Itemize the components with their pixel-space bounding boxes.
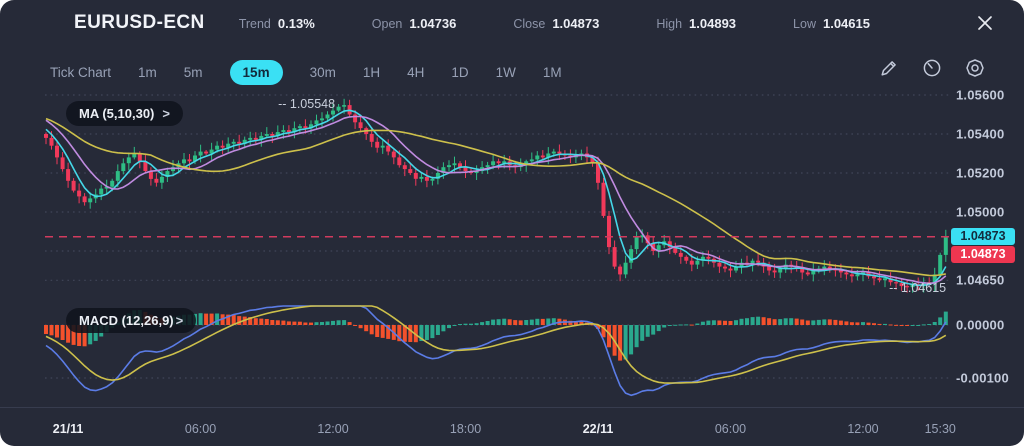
price-axis-label: 1.05600	[956, 87, 1005, 103]
chart-header: EURUSD-ECN Trend 0.13% Open 1.04736 Close 1.0…	[0, 0, 1024, 46]
ohlc-stats: Trend 0.13% Open 1.04736 Close 1.04873 High 1.0…	[239, 16, 927, 31]
stat-close: Close 1.04873	[513, 16, 599, 31]
stat-high: High 1.04893	[656, 16, 736, 31]
price-axis-label: 1.05200	[956, 165, 1005, 181]
time-axis-label: 21/11	[52, 422, 84, 436]
macd-indicator-label: MACD (12,26,9)	[79, 313, 174, 328]
timeframe-5m[interactable]: 5m	[183, 64, 203, 80]
time-axis-label: 22/11	[582, 422, 614, 436]
time-axis-label: 06:00	[714, 422, 747, 436]
timeframe-1m[interactable]: 1m	[138, 64, 157, 80]
time-axis-label: 18:00	[449, 422, 482, 436]
close-icon[interactable]	[974, 12, 996, 34]
time-axis-label: 12:00	[847, 422, 879, 436]
timeframe-4h[interactable]: 4H	[407, 64, 425, 80]
stat-label: Trend	[238, 16, 271, 31]
macd-lines-group	[45, 305, 947, 397]
draw-pencil-icon[interactable]	[878, 57, 900, 79]
chevron-right-icon: >	[175, 313, 184, 328]
macd-axis-label: 0.00000	[956, 317, 1005, 333]
timeframe-1d[interactable]: 1D	[451, 64, 469, 80]
macd-axis-label: -0.00100	[956, 370, 1009, 386]
time-axis-label: 12:00	[317, 422, 349, 436]
low-price-annotation: -- 1.04615	[889, 281, 947, 296]
price-axis-label: 1.05000	[956, 204, 1005, 220]
settings-gear-icon[interactable]	[964, 57, 986, 79]
time-axis-label: 15:30	[924, 422, 956, 436]
timeframe-30m[interactable]: 30m	[309, 64, 336, 80]
ask-price-badge: 1.04873	[951, 228, 1015, 246]
chevron-right-icon: >	[162, 106, 170, 121]
timeframe-1m[interactable]: 1M	[542, 64, 562, 80]
symbol-title: EURUSD-ECN	[74, 12, 205, 33]
stat-label: High	[656, 16, 683, 31]
high-price-annotation: -- 1.05548	[278, 97, 336, 112]
stat-open: Open 1.04736	[372, 16, 457, 31]
timeframe-1w[interactable]: 1W	[495, 64, 516, 80]
time-axis-label: 06:00	[184, 422, 217, 436]
timeframe-15m[interactable]: 15m	[229, 59, 283, 85]
ma-indicator-label: MA (5,10,30)	[79, 106, 155, 121]
candles-group	[44, 98, 948, 293]
timer-dial-icon[interactable]	[921, 57, 943, 79]
price-axis-label: 1.05400	[956, 126, 1005, 142]
timeframe-tick-chart[interactable]: Tick Chart	[50, 64, 112, 80]
ma-indicator-pill[interactable]: MA (5,10,30) >	[66, 101, 183, 126]
stat-low: Low 1.04615	[793, 16, 870, 31]
stat-value: 1.04873	[552, 15, 600, 31]
stat-trend: Trend 0.13%	[239, 16, 315, 31]
macd-indicator-pill[interactable]: MACD (12,26,9) >	[66, 308, 197, 333]
stat-value: 1.04736	[409, 15, 457, 31]
timeframe-toolbar: Tick Chart 1m 5m 15m 30m 1H 4H 1D 1W 1M	[0, 57, 562, 87]
stat-label: Open	[371, 16, 403, 31]
ma-lines-group	[45, 109, 947, 287]
stat-label: Close	[513, 16, 546, 31]
chart-tools	[878, 57, 986, 79]
stat-value: 1.04615	[822, 15, 870, 31]
bid-price-badge: 1.04873	[951, 245, 1015, 263]
price-axis-label: 1.04650	[956, 272, 1005, 288]
stat-value: 0.13%	[277, 15, 315, 31]
stat-value: 1.04893	[689, 15, 737, 31]
time-axis[interactable]	[0, 407, 1024, 446]
stat-label: Low	[793, 16, 816, 31]
timeframe-1h[interactable]: 1H	[362, 64, 381, 80]
